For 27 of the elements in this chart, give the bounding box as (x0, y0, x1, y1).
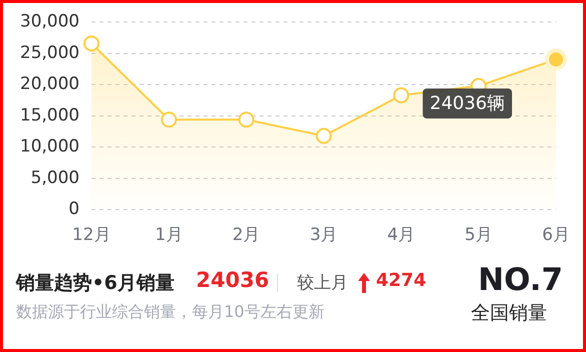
text: NO.7 (478, 262, 563, 298)
x-tick-label: 4月 (387, 225, 416, 246)
text: 较上月 (297, 272, 348, 294)
point (83, 35, 100, 52)
point (393, 87, 410, 104)
y-tick-label: 30,000 (20, 12, 80, 32)
y-tick-label: 15,000 (20, 105, 80, 126)
text: 4274 (376, 270, 426, 291)
point (160, 112, 177, 128)
point (316, 128, 332, 144)
x-tick-label: 6月 (542, 225, 570, 246)
x-tick-label: 5月 (464, 225, 492, 246)
point (238, 112, 254, 128)
y-tick-label: 10,000 (20, 136, 80, 157)
annotation: 24036辆 (430, 93, 505, 114)
x-tick-label: 3月 (310, 225, 338, 246)
y-tick-label: 0 (68, 199, 80, 220)
x-tick-label: 2月 (232, 225, 260, 246)
text: 数据源于行业综合销量，每月10号左右更新 (16, 302, 324, 323)
x-tick-label: 12月 (72, 225, 111, 246)
x-tick-label: 1月 (154, 225, 183, 246)
y-tick-label: 25,000 (20, 42, 80, 63)
text: 销量趋势•6月销量 (16, 271, 174, 296)
y-tick-label: 5,000 (30, 168, 80, 188)
text: 24036 (196, 268, 270, 292)
text: 全国销量 (471, 301, 547, 326)
y-tick-label: 20,000 (20, 74, 80, 94)
